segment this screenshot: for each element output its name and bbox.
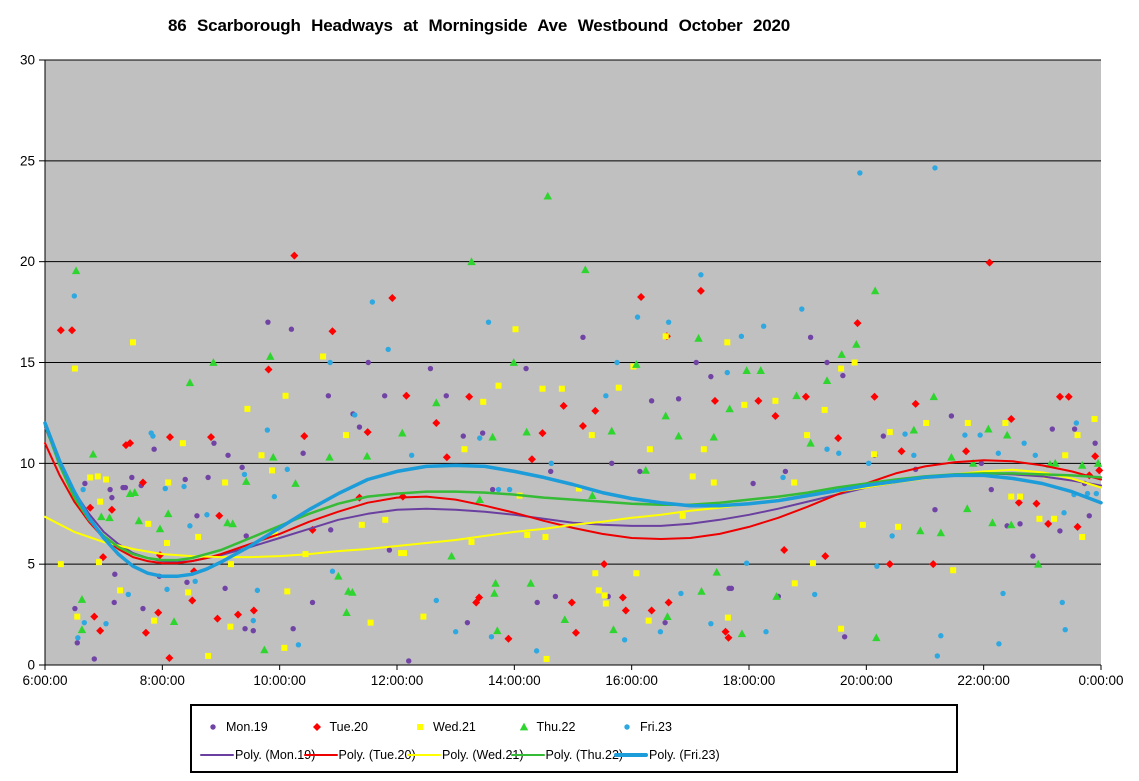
- svg-text:15: 15: [20, 355, 35, 370]
- legend-label: Mon.19: [226, 720, 268, 734]
- svg-text:12:00:00: 12:00:00: [371, 673, 424, 688]
- chart-title: 86 Scarborough Headways at Morningside A…: [168, 16, 790, 35]
- legend-entry-poly-wed21: Poly. (Wed.21): [407, 748, 524, 762]
- legend-label: Wed.21: [433, 720, 476, 734]
- legend-entry-fri23: Fri.23: [614, 720, 718, 734]
- legend-row-trendlines: Poly. (Mon.19) Poly. (Tue.20) Poly. (Wed…: [200, 741, 956, 769]
- legend-entry-poly-fri23: Poly. (Fri.23): [614, 748, 720, 762]
- svg-text:20:00:00: 20:00:00: [840, 673, 893, 688]
- legend-label: Fri.23: [640, 720, 672, 734]
- svg-text:22:00:00: 22:00:00: [957, 673, 1010, 688]
- svg-text:8:00:00: 8:00:00: [140, 673, 185, 688]
- legend-label: Poly. (Tue.20): [338, 748, 416, 762]
- legend-entry-thu22: Thu.22: [511, 720, 615, 734]
- mon19-marker-icon: [200, 720, 226, 734]
- legend-entry-poly-thu22: Poly. (Thu.22): [510, 748, 623, 762]
- legend-entry-poly-mon19: Poly. (Mon.19): [200, 748, 315, 762]
- svg-text:0: 0: [27, 658, 35, 673]
- svg-text:18:00:00: 18:00:00: [723, 673, 776, 688]
- svg-text:10: 10: [20, 456, 35, 471]
- svg-text:25: 25: [20, 153, 35, 168]
- svg-text:6:00:00: 6:00:00: [22, 673, 67, 688]
- poly-thu22-line-icon: [510, 753, 545, 757]
- legend-label: Poly. (Mon.19): [235, 748, 316, 762]
- thu22-marker-icon: [511, 720, 537, 734]
- legend-box: Mon.19 Tue.20 Wed.21 Thu.22 Fri.23 Poly.…: [190, 704, 958, 773]
- svg-text:10:00:00: 10:00:00: [253, 673, 306, 688]
- legend-entry-wed21: Wed.21: [407, 720, 511, 734]
- wed21-marker-icon: [407, 720, 433, 734]
- legend-label: Poly. (Wed.21): [442, 748, 524, 762]
- legend-label: Thu.22: [536, 720, 576, 734]
- poly-mon19-line-icon: [200, 754, 234, 756]
- legend-entry-mon19: Mon.19: [200, 720, 304, 734]
- svg-text:16:00:00: 16:00:00: [605, 673, 658, 688]
- poly-tue20-line-icon: [303, 754, 338, 756]
- legend-entry-tue20: Tue.20: [304, 720, 408, 734]
- legend-entry-poly-tue20: Poly. (Tue.20): [303, 748, 416, 762]
- svg-text:20: 20: [20, 254, 35, 269]
- legend-label: Tue.20: [329, 720, 368, 734]
- svg-text:30: 30: [20, 53, 35, 68]
- legend-label: Poly. (Fri.23): [649, 748, 720, 762]
- legend-row-markers: Mon.19 Tue.20 Wed.21 Thu.22 Fri.23: [200, 713, 956, 741]
- poly-fri23-line-icon: [614, 753, 648, 757]
- legend-label: Poly. (Thu.22): [545, 748, 624, 762]
- svg-text:0:00:00: 0:00:00: [1078, 673, 1123, 688]
- svg-text:14:00:00: 14:00:00: [488, 673, 541, 688]
- tue20-marker-icon: [304, 720, 330, 734]
- fri23-marker-icon: [614, 720, 640, 734]
- poly-wed21-line-icon: [407, 754, 441, 756]
- svg-text:5: 5: [27, 557, 35, 572]
